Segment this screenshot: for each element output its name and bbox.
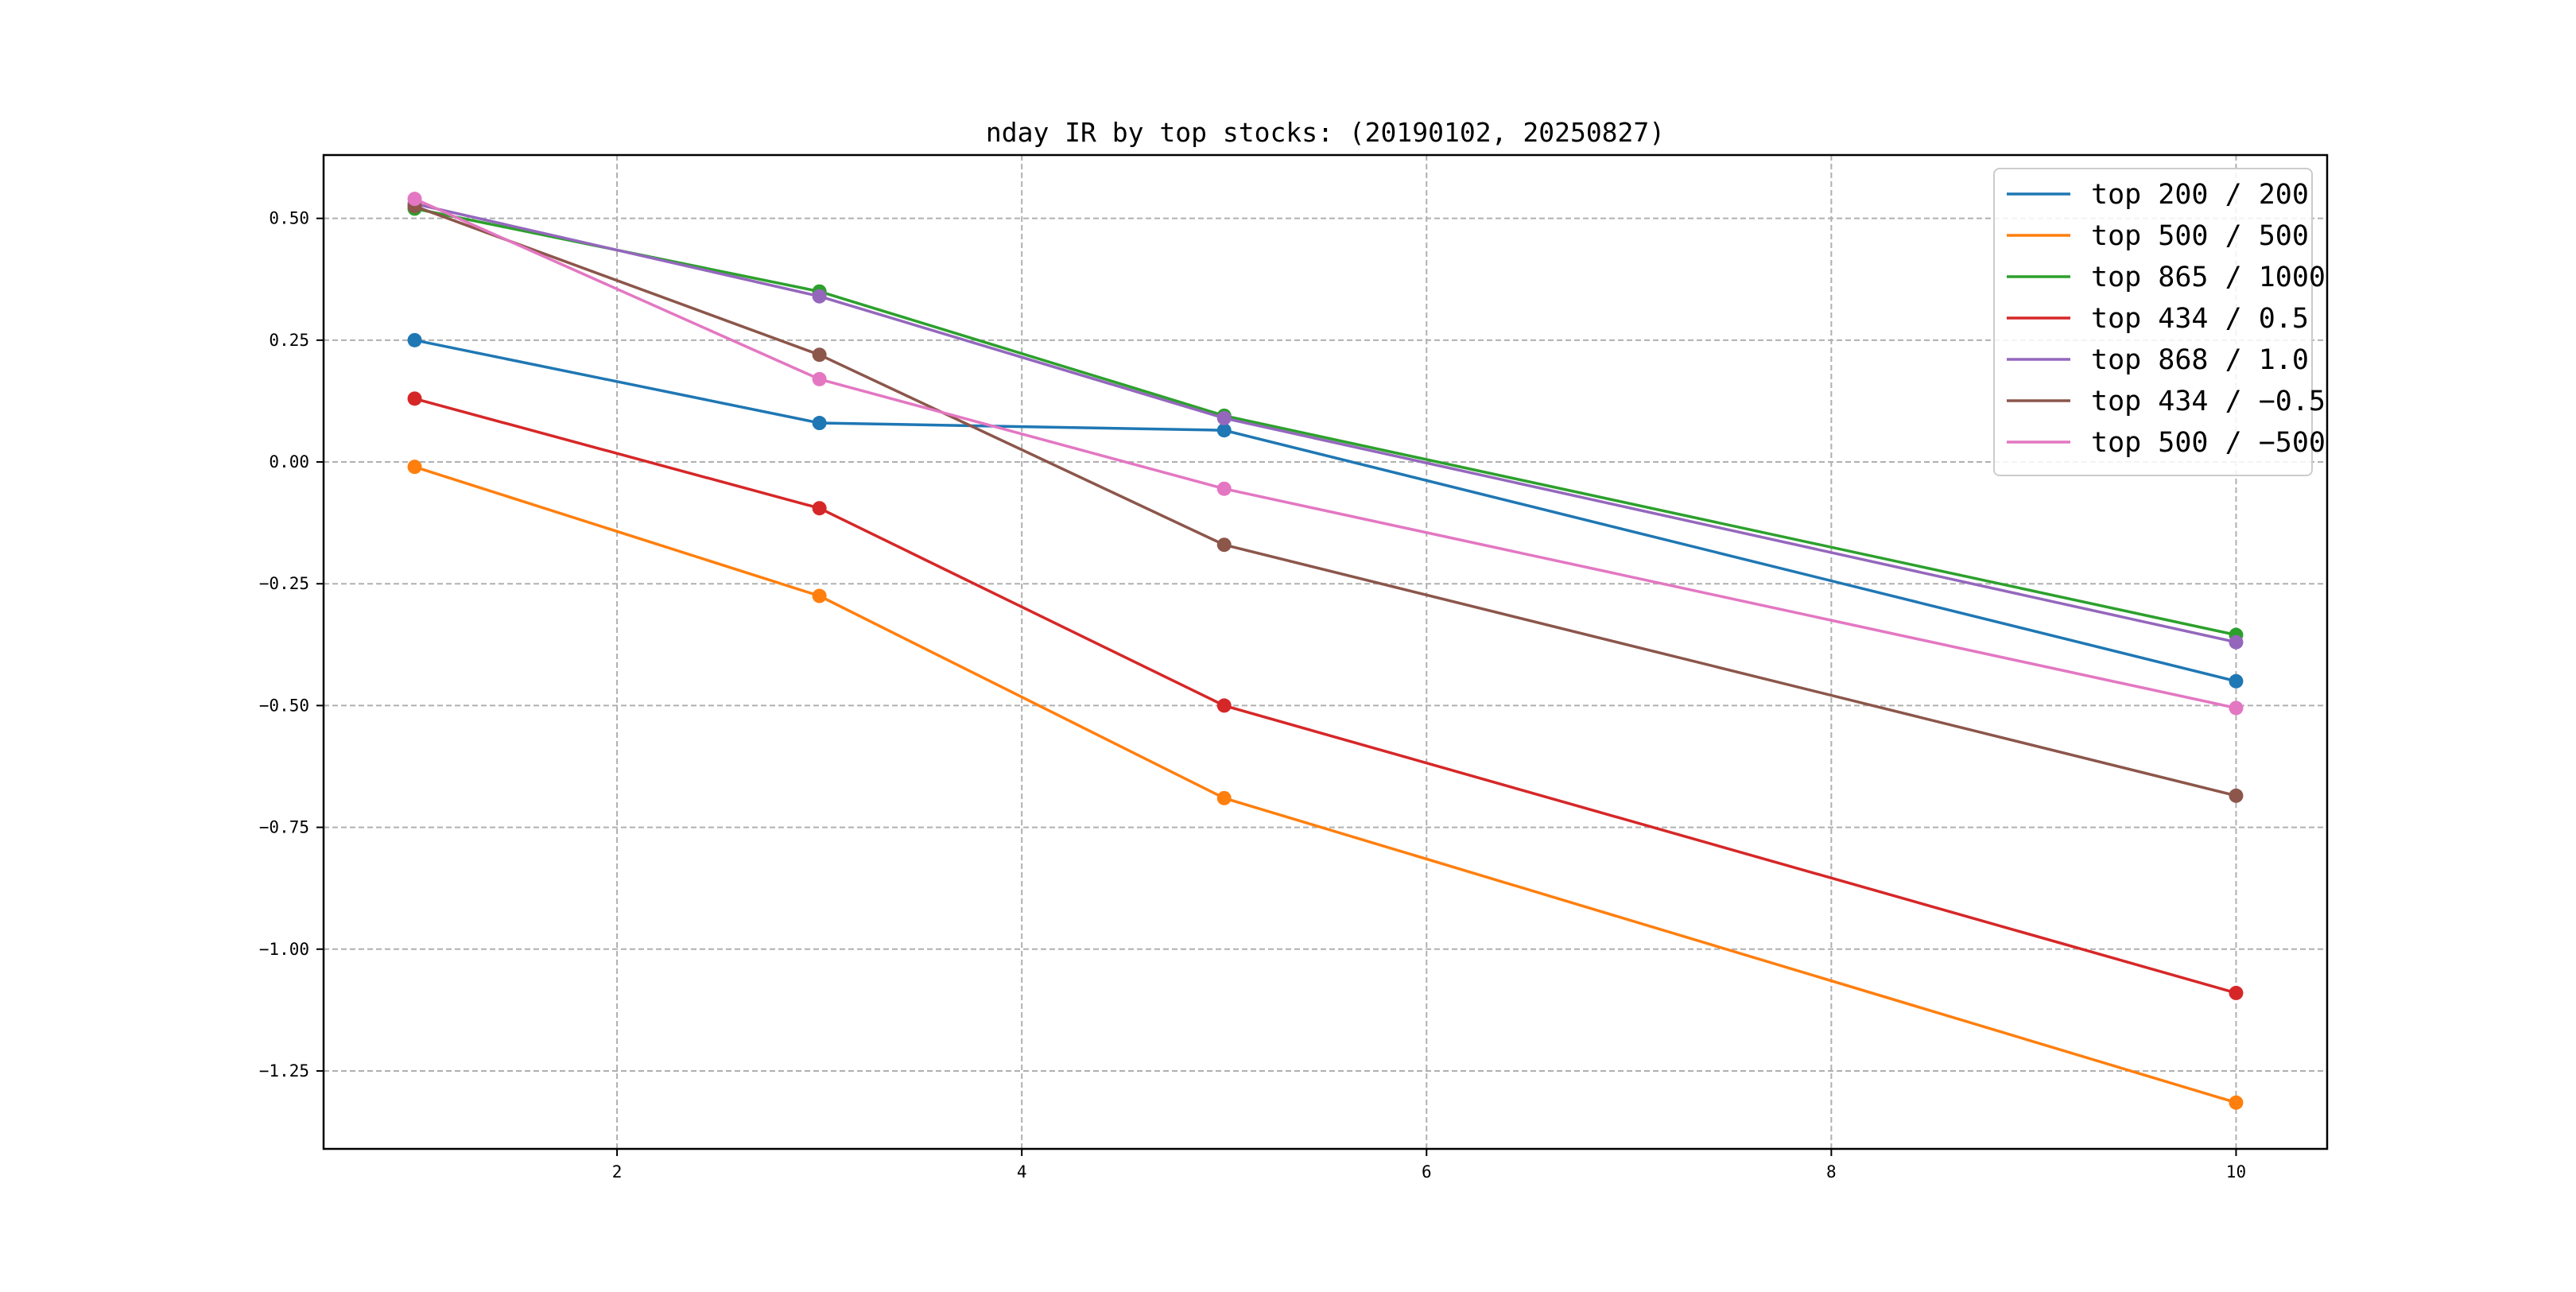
y-tick-label: 0.50 xyxy=(269,209,309,228)
chart-title: nday IR by top stocks: (20190102, 202508… xyxy=(986,117,1665,148)
data-point xyxy=(1216,410,1232,425)
series-line xyxy=(413,197,2237,710)
series-line xyxy=(414,397,2237,995)
axis-layer: 2 4 6 8 10 0.50 0.25 0.00 −0.25 −0.50 −0.75 −1.00 −1… xyxy=(259,209,2246,1181)
legend-label: top 500 / −500 xyxy=(2091,427,2326,459)
series xyxy=(407,199,2244,803)
data-point xyxy=(1216,790,1232,805)
series xyxy=(407,192,2244,716)
data-point xyxy=(1216,481,1232,496)
data-point xyxy=(2229,788,2244,803)
data-point xyxy=(812,588,827,603)
data-point xyxy=(812,289,827,304)
data-point xyxy=(2229,1095,2244,1110)
legend: top 200 / 200 top 500 / 500 top 865 / 1000… xyxy=(1993,168,2326,476)
series-layer xyxy=(407,192,2244,1110)
series xyxy=(407,332,2244,689)
series-line xyxy=(414,202,2237,644)
series-line xyxy=(413,465,2237,1104)
series-line xyxy=(414,339,2237,683)
series xyxy=(407,460,2244,1110)
legend-label: top 434 / 0.5 xyxy=(2091,303,2309,335)
y-tick-label: 0.25 xyxy=(269,331,309,350)
x-tick-label: 10 xyxy=(2226,1162,2246,1181)
data-point xyxy=(2229,634,2244,650)
legend-label: top 434 / −0.5 xyxy=(2091,386,2326,417)
data-point xyxy=(1216,537,1232,553)
legend-label: top 500 / 500 xyxy=(2091,220,2309,252)
y-tick-label: −1.25 xyxy=(259,1061,309,1081)
legend-box xyxy=(1993,168,2313,476)
x-tick-label: 4 xyxy=(1017,1162,1027,1181)
x-tick-label: 8 xyxy=(1826,1162,1837,1181)
y-tick-label: −0.50 xyxy=(259,696,309,715)
plot-frame xyxy=(322,153,2329,1150)
x-tick-label: 6 xyxy=(1422,1162,1432,1181)
series xyxy=(407,391,2244,1000)
y-tick-label: 0.00 xyxy=(269,452,309,471)
data-point xyxy=(2229,700,2244,716)
data-point xyxy=(2229,673,2244,689)
y-tick-label: −1.00 xyxy=(259,940,309,959)
data-point xyxy=(812,416,827,431)
data-point xyxy=(2229,985,2244,1000)
legend-label: top 868 / 1.0 xyxy=(2091,344,2309,376)
grid-layer xyxy=(324,155,2327,1149)
y-tick-label: −0.25 xyxy=(259,574,309,593)
legend-label: top 865 / 1000 xyxy=(2091,262,2326,293)
series-line xyxy=(413,204,2237,797)
x-tick-label: 2 xyxy=(612,1162,623,1181)
data-point xyxy=(407,192,422,207)
data-point xyxy=(812,371,827,386)
data-point xyxy=(407,460,422,475)
data-point xyxy=(1216,698,1232,713)
legend-label: top 200 / 200 xyxy=(2091,179,2309,211)
data-point xyxy=(812,501,827,516)
data-point xyxy=(812,347,827,363)
data-point xyxy=(407,391,422,406)
y-tick-label: −0.75 xyxy=(259,818,309,837)
data-point xyxy=(1216,423,1232,438)
data-point xyxy=(407,332,422,347)
